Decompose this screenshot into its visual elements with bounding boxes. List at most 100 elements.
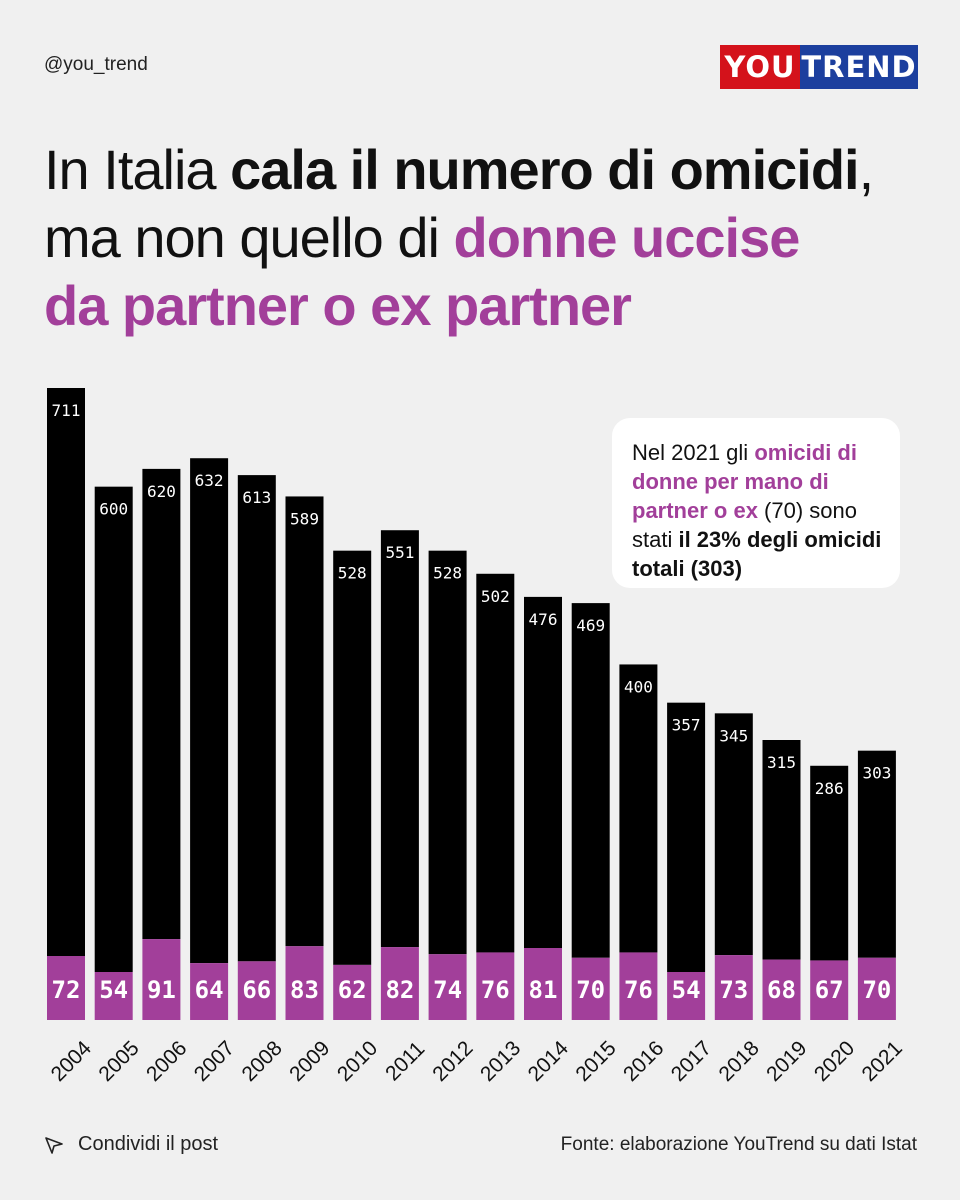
callout-box: Nel 2021 gli omicidi di donne per mano d… [612,418,900,588]
label-partner-2019: 68 [767,976,796,1004]
label-partner-2015: 70 [576,976,605,1004]
tick-label-2019: 2019 [762,1037,811,1086]
title-bold: cala il numero di omicidi [230,138,859,201]
bar-partner-2014 [524,948,562,1020]
label-total-2017: 357 [672,716,701,735]
share-label: Condividi il post [78,1133,219,1155]
label-total-2004: 711 [52,401,81,420]
title-comma: , [858,138,875,201]
label-total-2008: 613 [242,488,271,507]
bar-total-2007 [190,458,229,964]
tick-label-2009: 2009 [285,1037,334,1086]
tick-label-2015: 2015 [571,1037,620,1086]
title-part1: In Italia [44,138,231,201]
youtrend-logo: YOU TREND [720,45,918,89]
logo-you: YOU [720,45,800,89]
tick-label-2012: 2012 [428,1037,477,1086]
tick-label-2021: 2021 [858,1037,907,1086]
label-total-2019: 315 [767,753,796,772]
label-partner-2005: 54 [99,976,128,1004]
stacked-bar-chart: 711 72 2004 600 54 2005 620 91 2006 632 64 2007 613 6… [47,388,907,1086]
tick-label-2016: 2016 [619,1037,668,1086]
bar-total-2017 [667,702,706,972]
label-total-2013: 502 [481,587,510,606]
label-partner-2018: 73 [719,976,748,1004]
bar-partner-2010 [333,964,372,1020]
bar-partner-2016 [619,952,658,1020]
tick-label-2020: 2020 [810,1037,859,1086]
label-total-2021: 303 [862,764,891,783]
tick-label-2008: 2008 [237,1037,286,1086]
label-partner-2017: 54 [672,976,701,1004]
bar-total-2021 [857,750,896,958]
bar-total-2008 [237,475,276,962]
bar-total-2014 [524,596,562,948]
label-partner-2011: 82 [385,976,414,1004]
callout-highlight: omicidi di donne per mano di partner o e… [632,440,857,523]
bar-total-2010 [333,550,372,965]
tick-label-2007: 2007 [190,1037,239,1086]
logo-trend: TREND [800,45,918,89]
bar-partner-2020 [810,960,849,1020]
send-icon [45,1136,63,1154]
bar-partner-2018 [714,955,753,1020]
bar-partner-2012 [428,954,467,1020]
share-button[interactable]: Condividi il post [44,1133,218,1156]
tick-label-2006: 2006 [142,1037,191,1086]
bar-total-2012 [428,550,467,955]
tick-label-2004: 2004 [47,1036,97,1086]
callout-text-2: (70) sono stati [632,498,857,552]
label-total-2018: 345 [719,726,748,745]
label-total-2007: 632 [195,471,224,490]
callout-bold: il 23% degli omicidi totali (303) [632,527,882,581]
label-partner-2006: 91 [147,976,176,1004]
label-total-2020: 286 [815,779,844,798]
bar-partner-2007 [190,963,229,1020]
bar-total-2015 [571,603,610,958]
label-partner-2012: 74 [433,976,462,1004]
page-title: In Italia cala il numero di omicidi, ma … [44,136,924,340]
label-total-2009: 589 [290,509,319,528]
tick-label-2017: 2017 [667,1037,716,1086]
bar-total-2013 [476,573,515,953]
title-part4: ma non quello di [44,206,454,269]
bar-partner-2019 [762,959,801,1020]
label-partner-2016: 76 [624,976,653,1004]
tick-label-2010: 2010 [333,1037,382,1086]
tick-label-2011: 2011 [381,1037,429,1085]
bar-partner-2005 [94,972,133,1020]
label-total-2010: 528 [338,564,367,583]
tick-label-2013: 2013 [476,1037,525,1086]
bar-total-2009 [285,496,324,947]
tick-label-2018: 2018 [714,1037,763,1086]
label-partner-2013: 76 [481,976,510,1004]
label-partner-2009: 83 [290,976,319,1004]
label-total-2006: 620 [147,482,176,501]
bar-partner-2008 [237,961,276,1020]
label-total-2014: 476 [529,610,558,629]
bar-partner-2006 [142,939,181,1020]
label-partner-2007: 64 [195,976,224,1004]
label-partner-2014: 81 [529,976,558,1004]
callout-text-1: Nel 2021 gli [632,440,755,465]
label-partner-2010: 62 [338,976,367,1004]
label-partner-2004: 72 [52,976,81,1004]
label-partner-2008: 66 [242,976,271,1004]
label-total-2015: 469 [576,616,605,635]
bar-total-2020 [810,765,849,961]
title-highlight-2: da partner o ex partner [44,274,632,337]
source-note: Fonte: elaborazione YouTrend su dati Ist… [560,1134,917,1155]
handle-text: @you_trend [44,54,148,75]
bar-partner-2004 [47,956,85,1020]
bar-partner-2011 [380,947,419,1020]
bar-total-2018 [714,713,753,956]
label-total-2012: 528 [433,564,462,583]
label-total-2011: 551 [385,543,414,562]
label-total-2016: 400 [624,677,653,696]
label-total-2005: 600 [99,500,128,519]
bar-total-2011 [380,530,419,948]
bar-partner-2013 [476,952,515,1020]
label-partner-2021: 70 [862,976,891,1004]
bar-partner-2015 [571,957,610,1020]
tick-label-2005: 2005 [94,1037,143,1086]
